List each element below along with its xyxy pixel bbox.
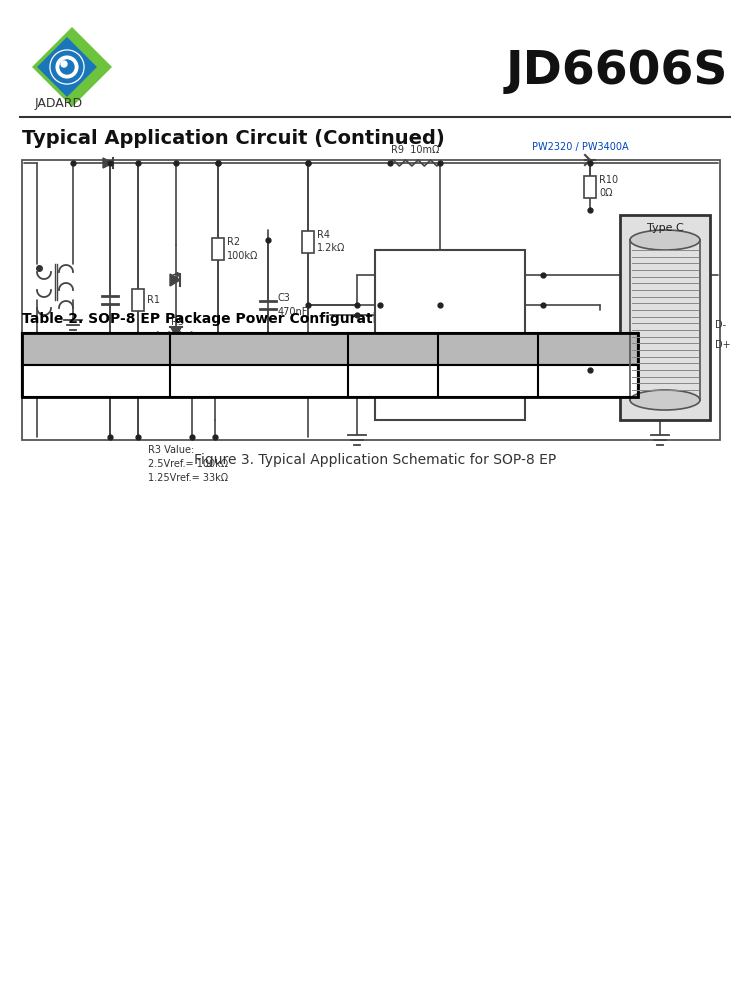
- Text: CC1: CC1: [485, 390, 508, 400]
- Text: PW2320 / PW3400A: PW2320 / PW3400A: [532, 142, 628, 152]
- Bar: [22, 333, 638, 365]
- Text: FBO: FBO: [392, 310, 415, 320]
- Text: 4: 4: [381, 310, 388, 320]
- Bar: [375, 250, 525, 420]
- Text: VBUSC: VBUSC: [470, 365, 508, 375]
- Text: 1.67A: 1.67A: [566, 374, 610, 387]
- Text: CSN: CSN: [484, 270, 508, 280]
- Text: Figure 3. Typical Application Schematic for SOP-8 EP: Figure 3. Typical Application Schematic …: [194, 453, 556, 467]
- Bar: [22, 365, 638, 397]
- Text: 5V: 5V: [383, 342, 403, 356]
- Text: VDD: VDD: [392, 270, 417, 280]
- Polygon shape: [32, 27, 112, 107]
- Bar: [22, 333, 638, 397]
- Text: 1: 1: [381, 270, 388, 280]
- Text: CC2: CC2: [392, 345, 415, 355]
- Text: R5: R5: [171, 317, 184, 327]
- Text: R10
0Ω: R10 0Ω: [599, 175, 618, 198]
- Bar: [209, 374, 221, 396]
- Text: GATE: GATE: [478, 333, 508, 343]
- Text: 8: 8: [512, 333, 519, 343]
- Text: CSP: CSP: [486, 300, 508, 310]
- Circle shape: [50, 50, 84, 84]
- Text: R1: R1: [147, 295, 160, 305]
- Ellipse shape: [630, 390, 700, 410]
- Bar: [212, 238, 224, 260]
- Text: 2.22A: 2.22A: [466, 374, 509, 387]
- Text: 7: 7: [512, 365, 519, 375]
- Text: D+: D+: [715, 340, 730, 350]
- Polygon shape: [37, 37, 97, 97]
- Text: R2
100kΩ: R2 100kΩ: [227, 237, 258, 261]
- Text: R3: R3: [224, 380, 237, 390]
- Text: Rated Power: Rated Power: [211, 342, 307, 356]
- Polygon shape: [171, 327, 181, 337]
- Text: GND: GND: [392, 390, 418, 400]
- Polygon shape: [170, 274, 180, 286]
- Text: Typical Application Circuit (Continued): Typical Application Circuit (Continued): [22, 128, 445, 147]
- Bar: [132, 289, 144, 311]
- Text: 9V: 9V: [478, 342, 498, 356]
- Polygon shape: [171, 327, 181, 337]
- Bar: [620, 215, 710, 420]
- Circle shape: [61, 61, 67, 67]
- Text: R9  10mΩ: R9 10mΩ: [391, 145, 439, 155]
- Text: 3: 3: [512, 300, 519, 310]
- Ellipse shape: [630, 230, 700, 250]
- Text: R3 Value:
2.5Vref.= 100kΩ
1.25Vref.= 33kΩ: R3 Value: 2.5Vref.= 100kΩ 1.25Vref.= 33k…: [148, 445, 228, 483]
- Bar: [22, 160, 720, 440]
- Bar: [302, 231, 314, 252]
- Text: 20W: 20W: [242, 374, 275, 387]
- Text: 2: 2: [512, 270, 519, 280]
- Bar: [584, 176, 596, 198]
- Text: C2: C2: [202, 353, 215, 362]
- Circle shape: [60, 60, 74, 74]
- Text: Table 2. SOP-8 EP Package Power Configuration:: Table 2. SOP-8 EP Package Power Configur…: [22, 312, 402, 326]
- Text: R4
1.2kΩ: R4 1.2kΩ: [317, 230, 345, 253]
- Text: JADARD: JADARD: [35, 98, 83, 110]
- Text: JD6606SSP: JD6606SSP: [56, 374, 136, 387]
- Text: JD6606S: JD6606S: [506, 49, 728, 95]
- Polygon shape: [103, 158, 113, 168]
- Text: 6: 6: [381, 345, 388, 355]
- Text: 3A: 3A: [383, 374, 403, 387]
- Text: C3
470nF: C3 470nF: [278, 293, 308, 317]
- Text: 9: 9: [381, 390, 388, 400]
- Text: 12V: 12V: [574, 342, 602, 356]
- Text: Type C: Type C: [646, 223, 683, 233]
- Text: 5: 5: [512, 390, 519, 400]
- Text: D-: D-: [715, 320, 726, 330]
- Text: Part Number: Part Number: [48, 342, 144, 356]
